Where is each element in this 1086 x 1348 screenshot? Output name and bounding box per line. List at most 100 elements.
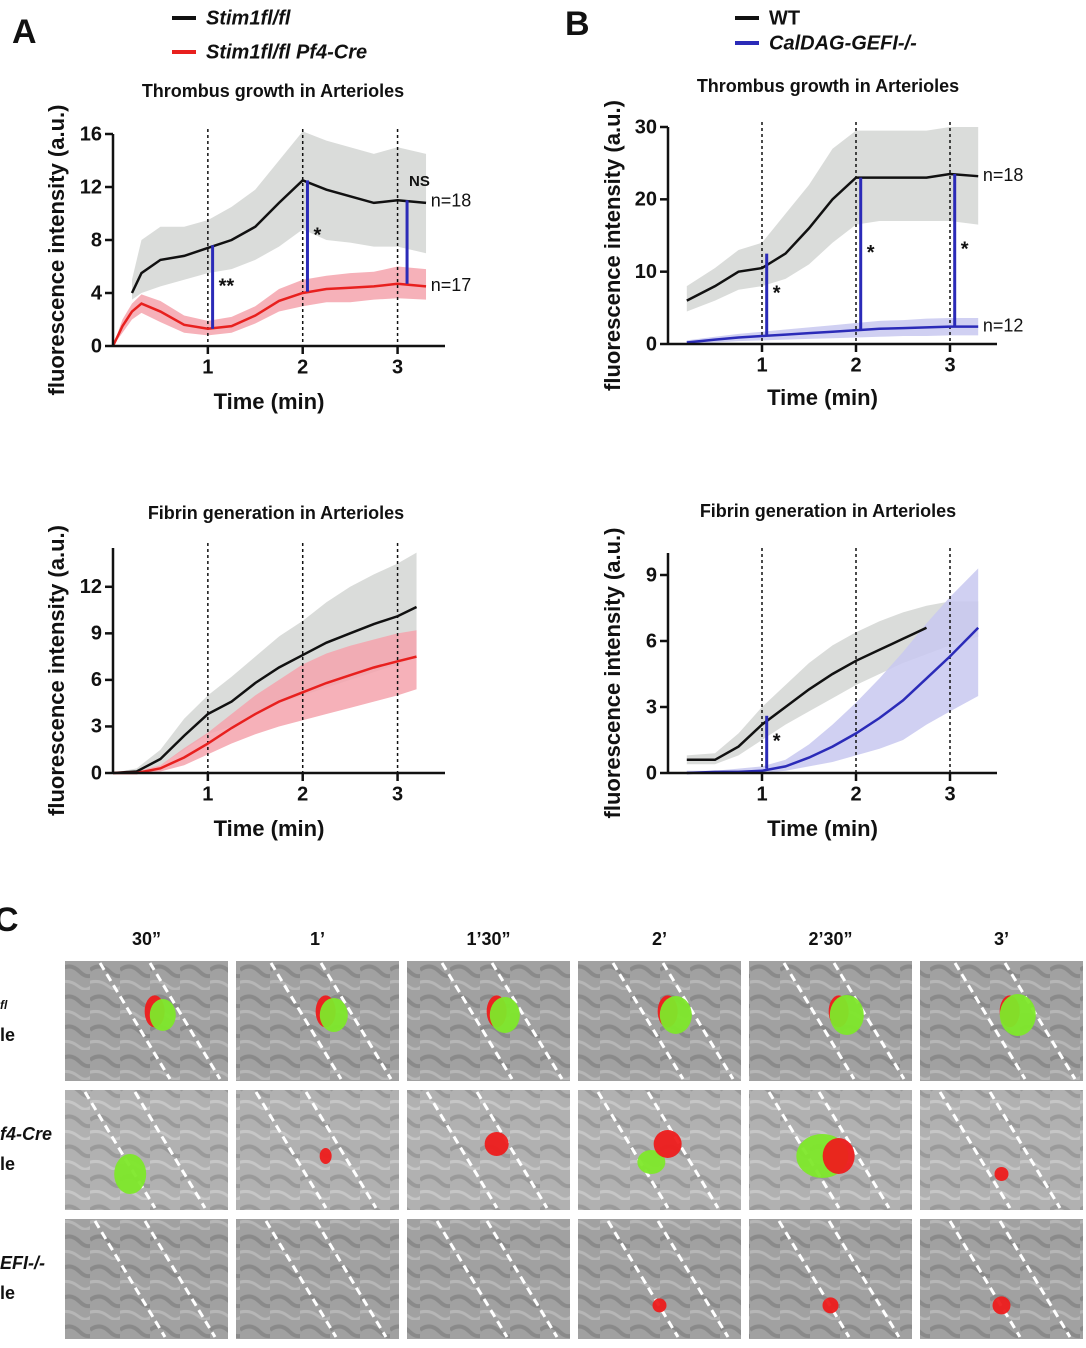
micrograph xyxy=(236,1219,399,1339)
confidence-band xyxy=(113,552,417,773)
micrograph xyxy=(65,961,228,1081)
y-tick-label: 12 xyxy=(80,576,102,598)
significance-label: * xyxy=(961,239,969,261)
micrograph-shade xyxy=(236,961,399,1081)
data-line xyxy=(686,626,928,762)
micrograph-shade xyxy=(407,1219,570,1339)
x-tick-label: 1 xyxy=(202,356,213,378)
thrombus xyxy=(994,1167,1009,1181)
micrograph-shade xyxy=(920,1090,1083,1210)
vessel-border xyxy=(133,1091,207,1209)
legend-label: Stim1fl/fl xyxy=(206,7,291,29)
y-tick-label: 0 xyxy=(91,335,102,357)
x-tick-label: 1 xyxy=(202,783,213,805)
thrombus xyxy=(637,1150,666,1174)
x-axis-label: Time (min) xyxy=(767,385,878,410)
significance-label: * xyxy=(867,242,875,264)
vessel-border xyxy=(143,1220,217,1338)
thrombus xyxy=(659,996,692,1034)
thrombus xyxy=(114,1154,147,1194)
y-tick-label: 0 xyxy=(646,762,657,784)
row-label: f4-Cre xyxy=(0,1124,52,1144)
panel-letter: B xyxy=(565,5,590,43)
vessel-border xyxy=(440,962,514,1080)
vessel-border xyxy=(304,1091,378,1209)
confidence-band xyxy=(686,568,979,773)
row-label: fl xyxy=(0,998,8,1012)
thrombus xyxy=(829,995,864,1035)
y-tick-label: 8 xyxy=(91,229,102,251)
data-line xyxy=(130,178,427,294)
confidence-band xyxy=(686,127,979,312)
confidence-band xyxy=(131,131,427,300)
x-axis-label: Time (min) xyxy=(767,816,878,841)
micrograph xyxy=(920,1090,1083,1210)
y-tick-label: 9 xyxy=(91,623,102,645)
legend-label: Stim1fl/fl Pf4-Cre xyxy=(206,41,367,63)
column-label: 3’ xyxy=(994,929,1009,949)
data-line xyxy=(686,172,979,302)
micrograph-shade xyxy=(65,961,228,1081)
micrograph-shade xyxy=(236,1090,399,1210)
data-line xyxy=(686,325,979,344)
n-label: n=18 xyxy=(431,190,472,210)
x-axis-label: Time (min) xyxy=(214,816,325,841)
micrograph xyxy=(578,1090,741,1210)
data-line xyxy=(111,282,427,347)
column-label: 1’ xyxy=(310,929,325,949)
vessel-border xyxy=(596,1091,670,1209)
significance-label: NS xyxy=(409,173,430,190)
panel-letter: A xyxy=(12,13,37,51)
y-tick-label: 6 xyxy=(91,669,102,691)
micrograph-shade xyxy=(749,961,912,1081)
thrombus xyxy=(149,999,176,1031)
y-tick-label: 0 xyxy=(646,333,657,355)
thrombus xyxy=(319,1148,332,1164)
chart-title: Thrombus growth in Arterioles xyxy=(142,81,404,101)
vessel-border xyxy=(475,1091,549,1209)
micrograph-shade xyxy=(920,1219,1083,1339)
y-tick-label: 16 xyxy=(80,123,102,145)
row-label-sub: le xyxy=(0,1025,15,1045)
panel-letter: C xyxy=(0,901,19,939)
micrograph xyxy=(749,961,912,1081)
vessel-border xyxy=(435,1220,509,1338)
vessel-border xyxy=(319,962,393,1080)
micrograph xyxy=(407,1090,570,1210)
legend-label: WT xyxy=(769,7,800,29)
x-tick-label: 1 xyxy=(756,354,767,376)
column-label: 2’ xyxy=(652,929,667,949)
micrograph xyxy=(920,1219,1083,1339)
micrograph xyxy=(578,961,741,1081)
micrograph xyxy=(749,1219,912,1339)
y-axis-label: fluorescence intensity (a.u.) xyxy=(44,525,69,816)
micrograph-shade xyxy=(749,1219,912,1339)
vessel-border xyxy=(782,962,856,1080)
y-tick-label: 30 xyxy=(635,116,657,138)
chart-title: Thrombus growth in Arterioles xyxy=(697,76,959,96)
micrograph xyxy=(236,961,399,1081)
row-label-sub: le xyxy=(0,1154,15,1174)
x-tick-label: 2 xyxy=(297,783,308,805)
vessel-border xyxy=(948,1220,1022,1338)
thrombus xyxy=(652,1298,667,1313)
vessel-border xyxy=(953,962,1027,1080)
y-tick-label: 3 xyxy=(91,716,102,738)
micrograph-shade xyxy=(236,1219,399,1339)
vessel-border xyxy=(264,1220,338,1338)
y-axis-label: fluorescence intensity (a.u.) xyxy=(600,528,625,819)
y-tick-label: 4 xyxy=(91,282,103,304)
data-line xyxy=(112,605,418,775)
vessel-border xyxy=(656,1220,730,1338)
vessel-border xyxy=(425,1091,499,1209)
y-tick-label: 3 xyxy=(646,696,657,718)
x-tick-label: 3 xyxy=(392,356,403,378)
y-tick-label: 20 xyxy=(635,189,657,211)
micrograph-shade xyxy=(407,961,570,1081)
thrombus xyxy=(992,1296,1011,1315)
row-label: EFI-/- xyxy=(0,1253,45,1273)
x-tick-label: 2 xyxy=(850,354,861,376)
x-tick-label: 3 xyxy=(392,783,403,805)
significance-label: ** xyxy=(219,275,235,297)
thrombus xyxy=(319,998,348,1032)
